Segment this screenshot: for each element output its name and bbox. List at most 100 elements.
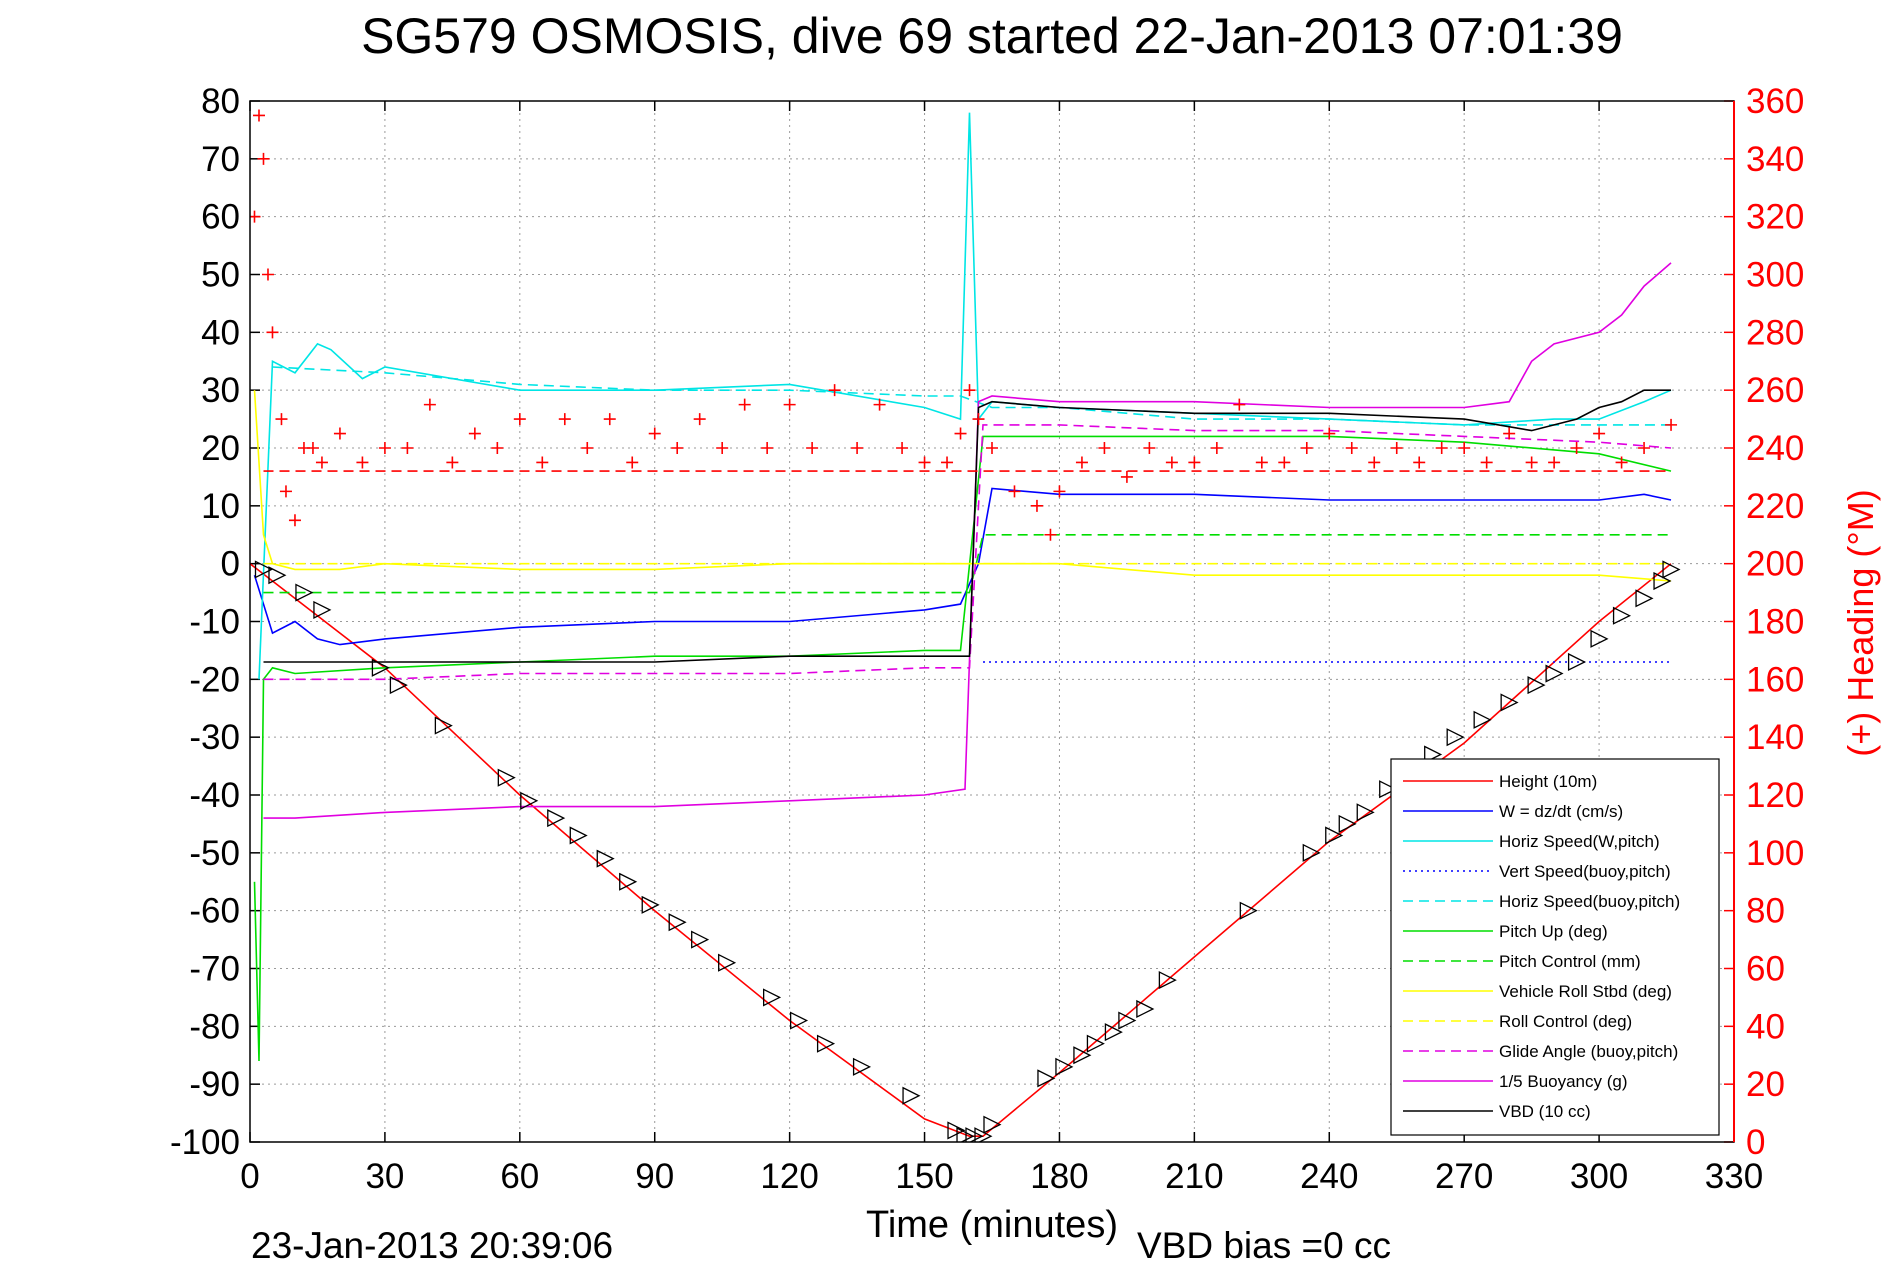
heading-point: [972, 413, 985, 426]
marker-point: [691, 930, 710, 949]
legend-label: W = dz/dt (cm/s): [1499, 802, 1623, 821]
x-tick-label: 60: [500, 1157, 539, 1196]
legend-label: Pitch Control (mm): [1499, 952, 1641, 971]
heading-point: [941, 456, 954, 469]
marker-point: [434, 716, 453, 735]
heading-point: [1188, 456, 1201, 469]
y-axis-ticks: 80 70 60 50 40 30 20 10 0 -10 -20 -30 -40 -50 -60 -70 -8…: [170, 82, 260, 1162]
marker-point: [1158, 971, 1177, 990]
series-horiz-speed-buoy-pitch: [272, 366, 1671, 426]
heading-point: [918, 456, 931, 469]
series-1-5-buoyancy-g: [263, 262, 1672, 819]
heading-point: [761, 442, 774, 454]
y2-tick-label: 200: [1746, 545, 1804, 584]
heading-point: [315, 456, 328, 469]
marker-point: [1325, 826, 1344, 845]
marker-point: [1055, 1057, 1074, 1076]
heading-point: [873, 398, 886, 411]
marker-point: [1567, 652, 1587, 672]
legend-box: [1390, 758, 1720, 1136]
heading-point: [1165, 456, 1178, 469]
marker-point: [956, 1127, 975, 1142]
marker-point: [619, 872, 638, 891]
series-pitch-control-mm: [263, 533, 1671, 594]
heading-point: [257, 152, 270, 165]
marker-point: [389, 676, 408, 695]
y-tick-label: -40: [189, 776, 240, 815]
y2-axis-label: (+) Heading (°M): [1840, 489, 1881, 756]
y-tick-label: -50: [189, 834, 240, 873]
heading-point: [783, 398, 796, 411]
marker-point: [1500, 693, 1519, 712]
marker-point: [1473, 710, 1492, 729]
x-tick-label: 240: [1300, 1157, 1358, 1196]
marker-point: [1136, 999, 1155, 1019]
heading-point: [1570, 442, 1583, 454]
y2-tick-label: 340: [1746, 140, 1804, 179]
heading-point: [1030, 499, 1043, 512]
legend-label: Vehicle Roll Stbd (deg): [1499, 982, 1672, 1001]
heading-point: [828, 384, 841, 397]
heading-point: [1638, 442, 1651, 454]
marker-point: [852, 1057, 872, 1076]
marker-point: [1653, 571, 1672, 591]
heading-point: [252, 109, 265, 122]
marker-point: [547, 809, 566, 828]
heading-point: [1435, 442, 1448, 454]
marker-point: [641, 895, 660, 914]
y2-tick-label: 40: [1746, 1007, 1785, 1046]
x-tick-label: 330: [1705, 1157, 1763, 1196]
y-tick-label: -70: [189, 950, 240, 989]
y-tick-label: 50: [201, 256, 240, 295]
y2-tick-label: 360: [1746, 82, 1804, 121]
x-tick-label: 0: [240, 1157, 259, 1196]
y-tick-label: -20: [189, 660, 240, 699]
heading-point: [1615, 456, 1628, 469]
marker-point: [1356, 803, 1375, 822]
chart-title: SG579 OSMOSIS, dive 69 started 22-Jan-20…: [361, 8, 1623, 64]
marker-point: [497, 768, 516, 787]
heading-point: [626, 456, 639, 469]
heading-point: [1458, 442, 1471, 454]
heading-point: [1665, 418, 1678, 431]
y2-tick-label: 240: [1746, 429, 1804, 468]
marker-point: [902, 1086, 921, 1105]
footer-timestamp: 23-Jan-2013 20:39:06: [251, 1225, 613, 1262]
heading-point: [1210, 442, 1223, 454]
heading-point: [558, 413, 571, 426]
heading-point: [536, 456, 549, 469]
marker-point: [1527, 676, 1546, 695]
y-tick-label: 10: [201, 487, 240, 526]
marker-point: [1590, 629, 1609, 648]
heading-point: [1480, 456, 1493, 469]
heading-point: [954, 427, 967, 440]
legend-label: Height (10m): [1499, 772, 1597, 791]
marker-point: [1239, 901, 1258, 920]
heading-point: [648, 427, 661, 440]
series-glide-angle-buoy-pitch: [263, 424, 1672, 681]
heading-point: [378, 442, 391, 454]
marker-point: [718, 953, 737, 972]
y-tick-label: -10: [189, 603, 240, 642]
heading-point: [1525, 456, 1538, 469]
y-tick-label: 30: [201, 371, 240, 410]
y-tick-label: 70: [201, 140, 240, 179]
x-tick-label: 180: [1030, 1157, 1088, 1196]
heading-point: [1053, 485, 1066, 498]
marker-point: [1037, 1069, 1056, 1088]
marker-point: [596, 849, 615, 868]
x-tick-label: 90: [635, 1157, 674, 1196]
marker-point: [1612, 606, 1632, 625]
heading-point: [275, 413, 288, 426]
heading-point: [1233, 398, 1246, 411]
legend-label: VBD (10 cc): [1499, 1102, 1591, 1121]
heading-point: [851, 442, 864, 454]
y2-tick-label: 120: [1746, 776, 1804, 815]
heading-point: [986, 442, 998, 454]
heading-point: [446, 456, 459, 469]
x-tick-label: 300: [1570, 1157, 1628, 1196]
marker-point: [1104, 1023, 1123, 1042]
series-horiz-speed-w-pitch: [258, 112, 1672, 680]
y-tick-label: -100: [170, 1123, 240, 1162]
marker-point: [313, 600, 332, 619]
